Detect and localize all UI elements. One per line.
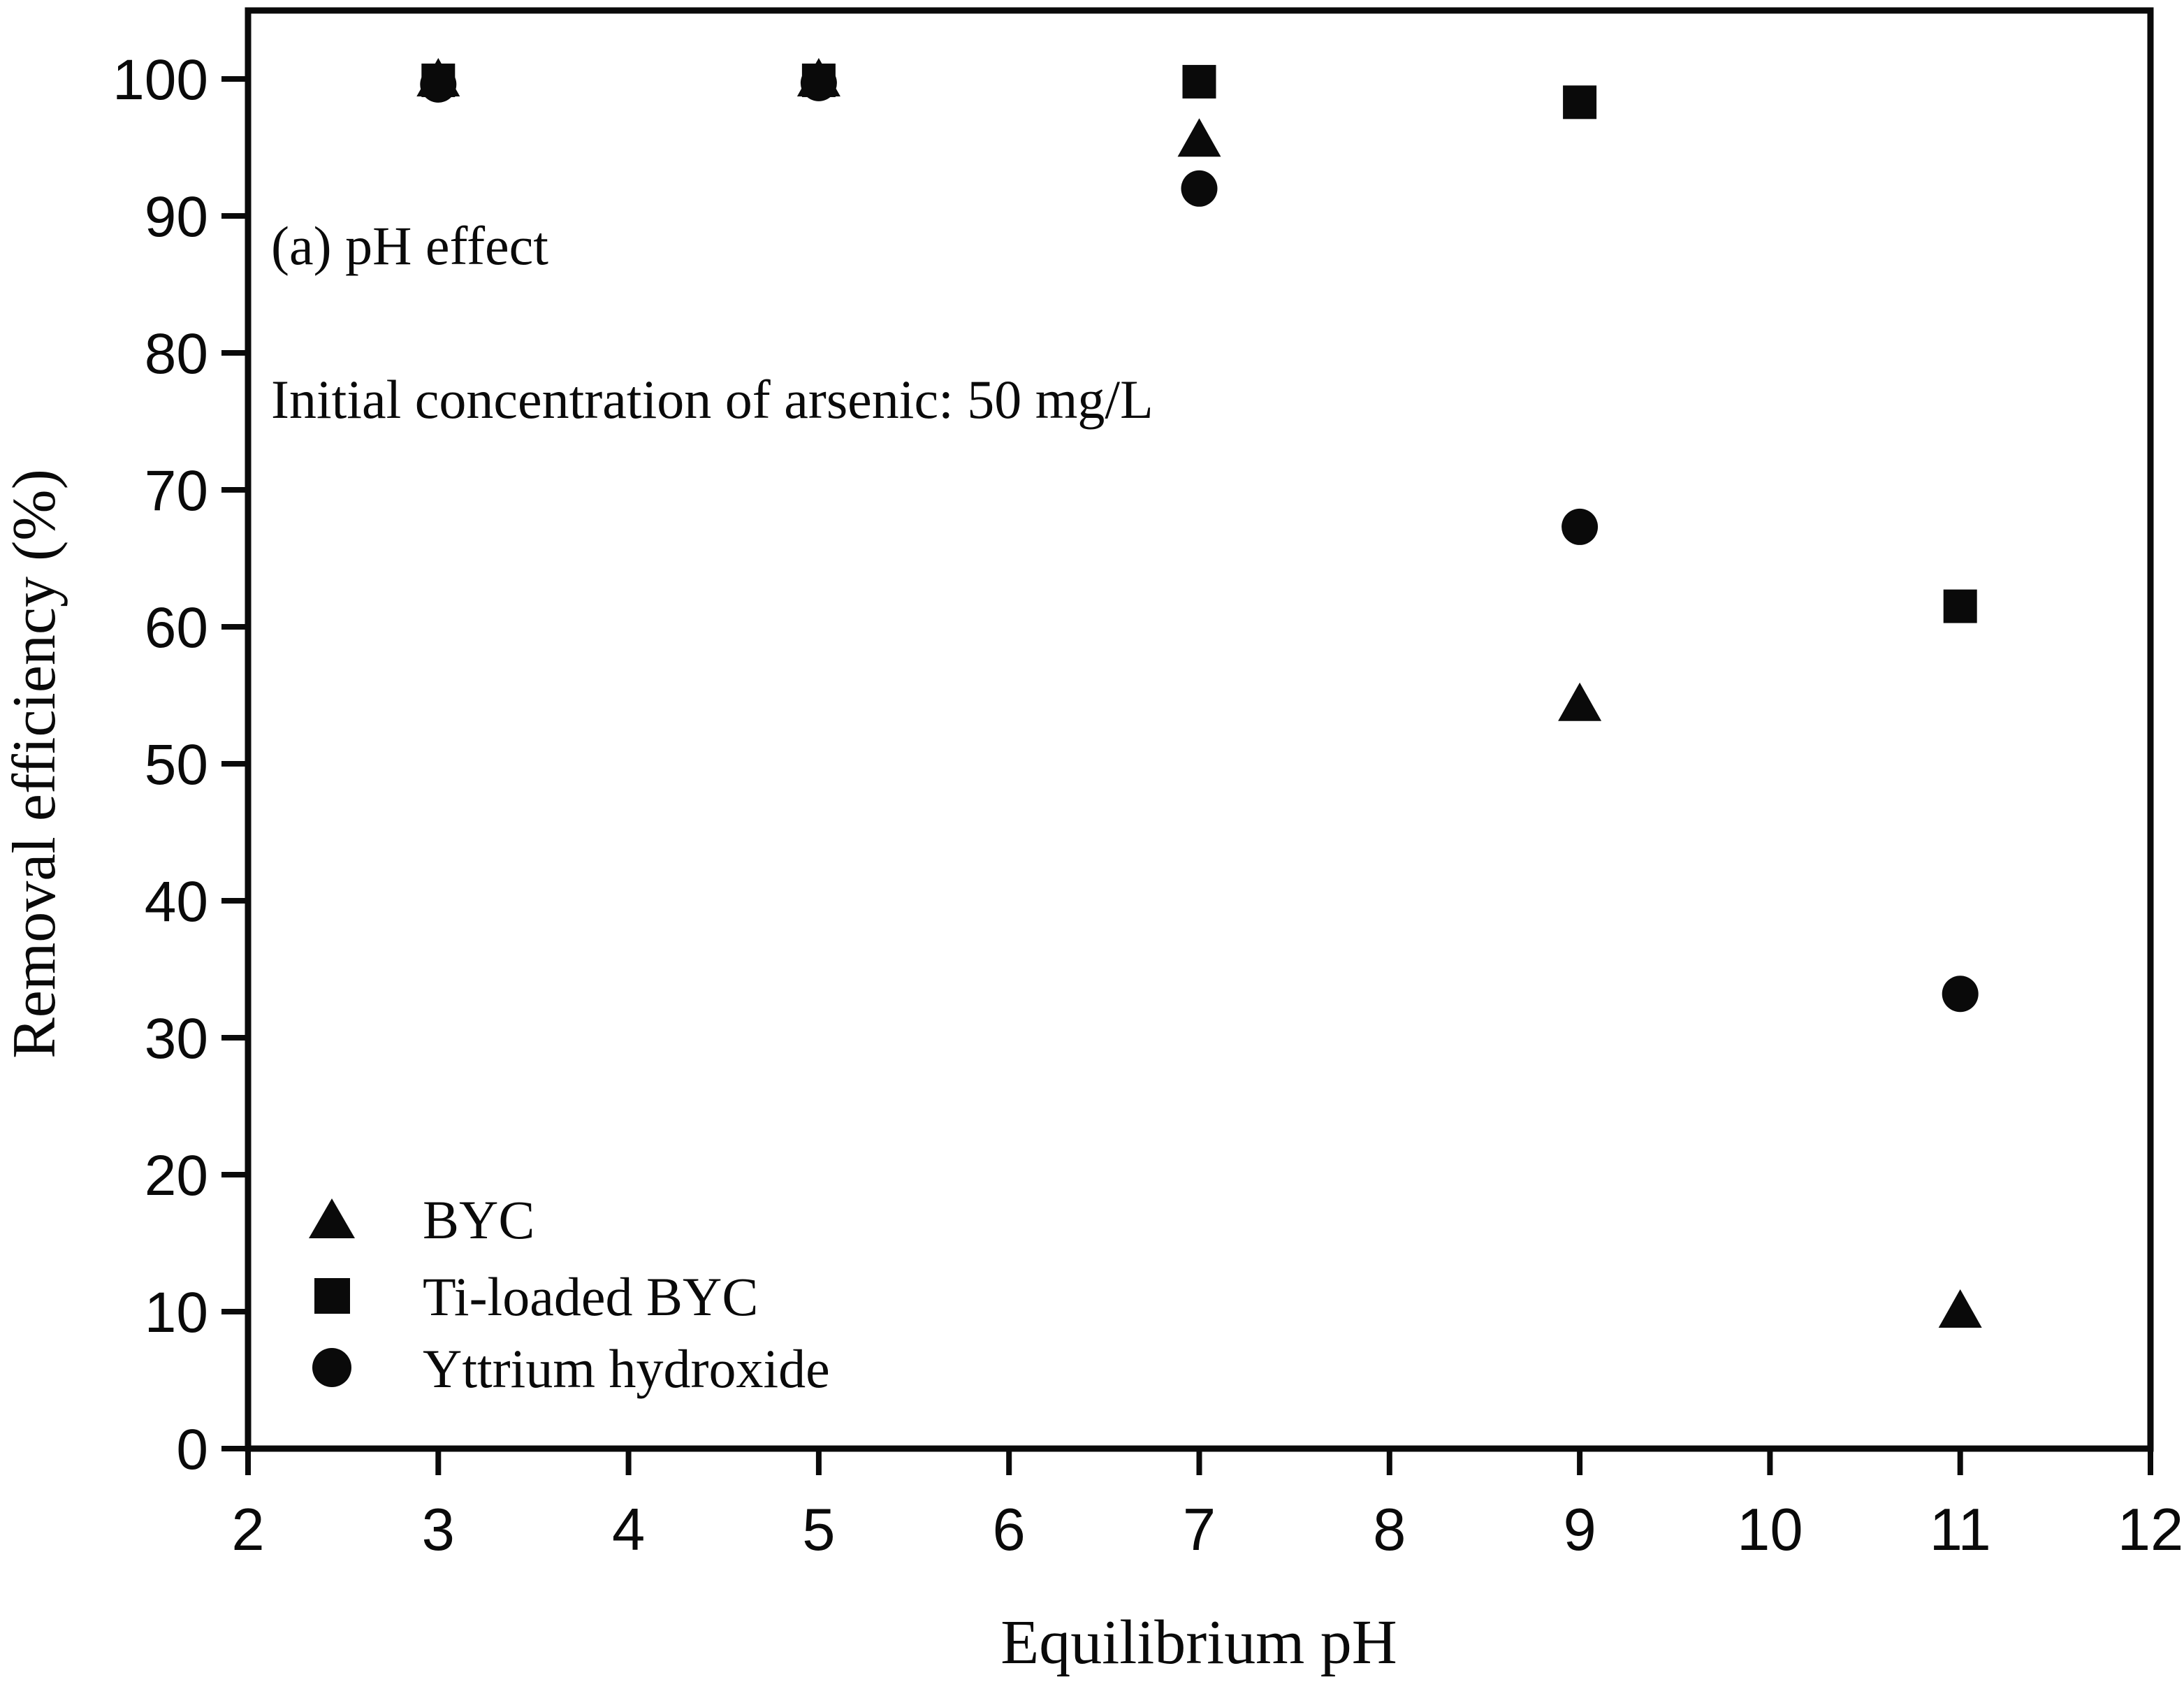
data-point-circle (420, 66, 457, 103)
data-point-triangle (1558, 682, 1602, 721)
data-point-triangle (1938, 1289, 1982, 1328)
data-point-circle (1561, 508, 1599, 545)
x-tick-label: 5 (802, 1497, 835, 1563)
x-tick-label: 6 (993, 1497, 1026, 1563)
legend-marker-triangle-icon (309, 1198, 355, 1238)
data-point-triangle (1177, 118, 1221, 157)
x-tick-label: 3 (422, 1497, 455, 1563)
legend-label-byc: BYC (423, 1189, 534, 1250)
data-point-circle (800, 64, 837, 101)
data-point-circle (1181, 170, 1218, 207)
y-tick-label: 60 (145, 596, 208, 660)
x-tick-label: 8 (1373, 1497, 1406, 1563)
x-tick-label: 10 (1737, 1497, 1803, 1563)
x-tick-label: 12 (2118, 1497, 2184, 1563)
legend-marker-square-icon (314, 1278, 350, 1314)
y-axis-title: Removal efficiency (%) (1, 469, 68, 1059)
x-tick-label: 4 (612, 1497, 645, 1563)
x-tick-label: 7 (1183, 1497, 1216, 1563)
y-tick-label: 0 (176, 1418, 208, 1481)
data-point-square (1563, 85, 1597, 119)
x-tick-label: 9 (1563, 1497, 1596, 1563)
y-tick-label: 80 (145, 322, 208, 386)
data-point-square (1182, 64, 1216, 99)
y-tick-label: 20 (145, 1144, 208, 1208)
data-points-layer (416, 57, 1982, 1328)
y-tick-label: 30 (145, 1007, 208, 1071)
x-tick-label: 11 (1930, 1497, 1991, 1563)
legend-marker-circle-icon (312, 1348, 351, 1387)
data-point-circle (1942, 976, 1979, 1013)
legend-label-ti-loaded-byc: Ti-loaded BYC (423, 1266, 758, 1327)
y-tick-label: 100 (112, 48, 208, 112)
data-point-square (1943, 589, 1977, 623)
legend: BYC Ti-loaded BYC Yttrium hydroxide (309, 1189, 830, 1399)
annotation-initial-concentration: Initial concentration of arsenic: 50 mg/… (271, 369, 1153, 430)
y-tick-label: 10 (145, 1281, 208, 1344)
x-tick-label: 2 (231, 1497, 264, 1563)
axis-ticks-layer: 2 3 4 5 6 7 8 9 10 11 12 0 10 20 30 40 50 60 70 80 90 100 (112, 48, 2183, 1563)
y-tick-label: 90 (145, 185, 208, 249)
annotation-panel-label: (a) pH effect (271, 215, 548, 276)
y-tick-label: 40 (145, 870, 208, 934)
y-tick-label: 50 (145, 733, 208, 797)
legend-label-yttrium-hydroxide: Yttrium hydroxide (423, 1338, 830, 1399)
x-axis-title: Equilibrium pH (1000, 1608, 1397, 1677)
y-tick-label: 70 (145, 459, 208, 523)
